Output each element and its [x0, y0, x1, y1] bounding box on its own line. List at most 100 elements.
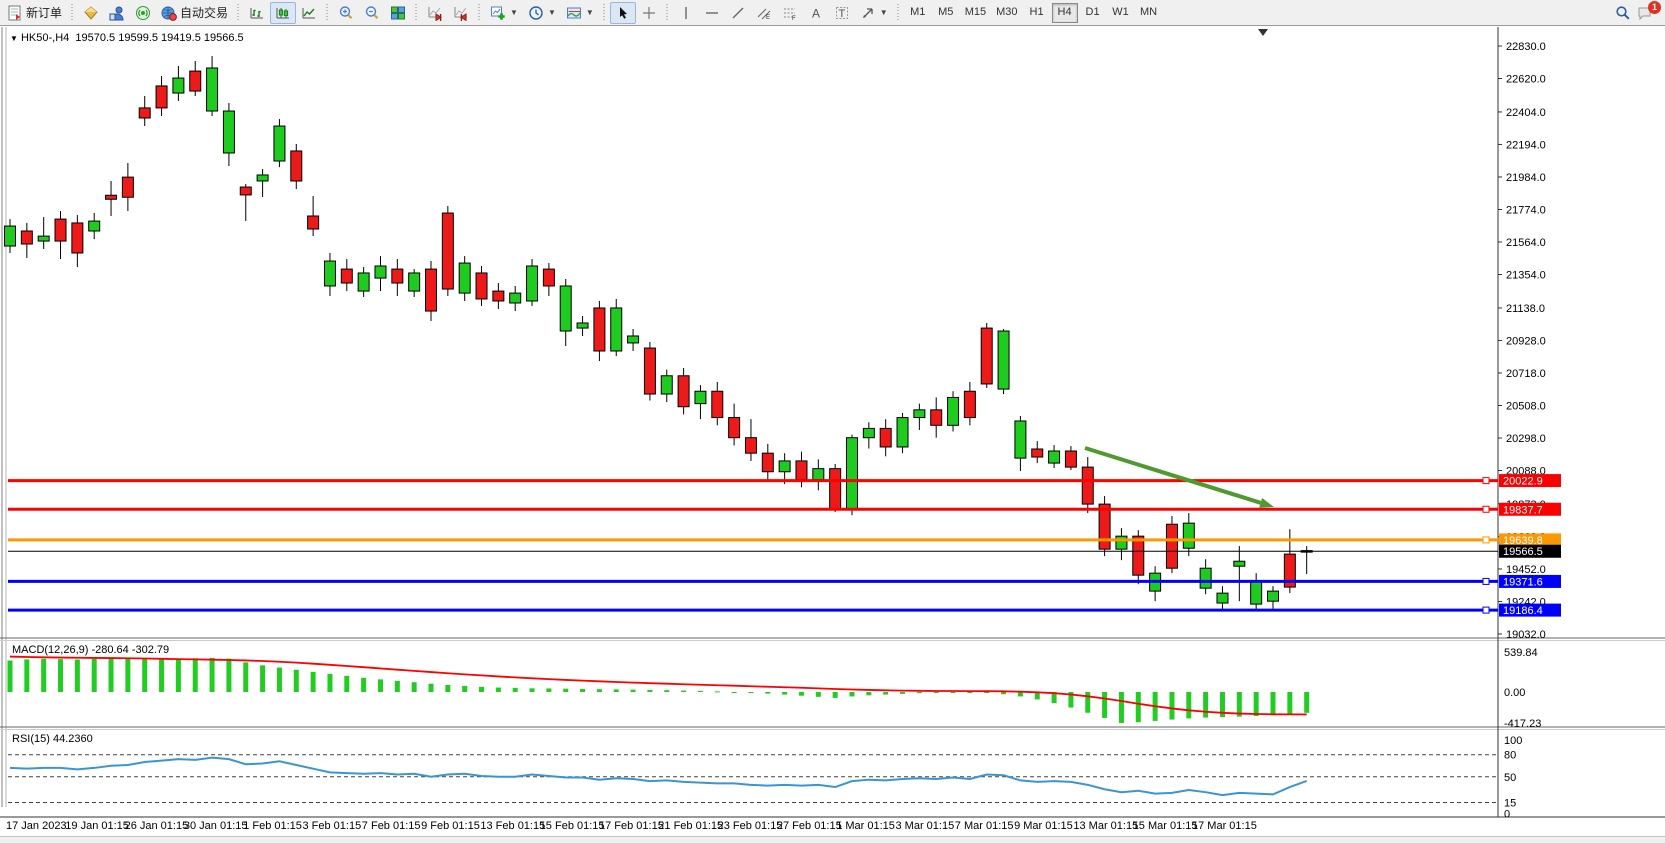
snapshot-button[interactable]: ▼ [561, 2, 599, 24]
candle-up[interactable] [37, 235, 50, 242]
time-axis-label[interactable]: 17 Mar 01:15 [1192, 820, 1257, 832]
candle-up[interactable] [323, 260, 336, 287]
candle-down[interactable] [54, 218, 67, 242]
candle-up[interactable] [660, 375, 673, 395]
macd-histogram-bar[interactable] [748, 692, 754, 693]
macd-histogram-bar[interactable] [1203, 692, 1209, 718]
candle-down[interactable] [677, 375, 690, 408]
macd-histogram-bar[interactable] [1236, 692, 1242, 717]
time-axis-label[interactable]: 3 Feb 01:15 [303, 820, 362, 832]
macd-histogram-bar[interactable] [933, 692, 939, 693]
candle-up[interactable] [273, 125, 286, 162]
candle-down[interactable] [930, 409, 943, 426]
vertical-line-tool-button[interactable] [673, 2, 699, 24]
candle-up[interactable] [778, 460, 791, 473]
label-tool-button[interactable]: T [829, 2, 855, 24]
macd-histogram-bar[interactable] [377, 679, 383, 692]
macd-histogram-bar[interactable] [900, 692, 906, 694]
macd-histogram-bar[interactable] [125, 658, 131, 692]
candle-up[interactable] [374, 265, 387, 279]
macd-histogram-bar[interactable] [310, 671, 316, 692]
template-button[interactable] [448, 2, 474, 24]
macd-histogram-bar[interactable] [563, 688, 569, 692]
macd-histogram-bar[interactable] [344, 675, 350, 692]
candle-up[interactable] [812, 468, 825, 480]
macd-histogram-bar[interactable] [74, 659, 80, 692]
channel-tool-button[interactable]: E [751, 2, 777, 24]
candle-down[interactable] [121, 176, 134, 198]
candle-down[interactable] [425, 268, 437, 312]
macd-histogram-bar[interactable] [479, 686, 485, 692]
tab-timeframe-M30[interactable]: M30 [996, 5, 1018, 18]
candle-down[interactable] [441, 212, 454, 290]
candle-down[interactable] [542, 268, 555, 287]
candle-up[interactable] [222, 110, 235, 154]
candle-up[interactable] [913, 409, 926, 419]
zoom-out-button[interactable] [359, 2, 385, 24]
macd-histogram-bar[interactable] [91, 658, 97, 692]
fibonacci-tool-button[interactable]: F [777, 2, 803, 24]
line-handle[interactable] [1482, 577, 1490, 585]
macd-histogram-bar[interactable] [1068, 692, 1074, 708]
macd-histogram-bar[interactable] [798, 692, 804, 696]
candle-down[interactable] [189, 70, 202, 92]
macd-histogram-bar[interactable] [394, 680, 400, 692]
candle-down[interactable] [71, 222, 84, 254]
auto-trading-button[interactable]: 自动交易 [156, 2, 233, 24]
candle-down[interactable] [1165, 523, 1178, 569]
macd-histogram-bar[interactable] [529, 688, 535, 692]
line-handle[interactable] [1482, 536, 1490, 544]
signals-button[interactable] [130, 2, 156, 24]
macd-histogram-bar[interactable] [411, 682, 417, 692]
macd-histogram-bar[interactable] [108, 658, 114, 692]
candle-up[interactable] [1115, 535, 1128, 550]
macd-histogram-bar[interactable] [445, 684, 451, 692]
time-axis-label[interactable]: 1 Feb 01:15 [243, 820, 302, 832]
time-axis-label[interactable]: 30 Jan 01:15 [184, 820, 248, 832]
candle-down[interactable] [239, 186, 252, 196]
candle-up[interactable] [408, 272, 421, 292]
data-window-button[interactable] [104, 2, 130, 24]
candle-up[interactable] [206, 67, 219, 112]
macd-histogram-bar[interactable] [815, 692, 821, 697]
macd-histogram-bar[interactable] [1085, 692, 1091, 713]
candle-up[interactable] [627, 335, 640, 344]
candle-up[interactable] [1048, 450, 1061, 464]
time-axis-label[interactable]: 26 Jan 01:15 [125, 820, 189, 832]
time-axis-label[interactable]: 9 Mar 01:15 [1014, 820, 1073, 832]
notifications-button[interactable]: 1 [1637, 0, 1661, 21]
candle-down[interactable] [155, 85, 168, 109]
time-axis-label[interactable]: 9 Feb 01:15 [421, 820, 480, 832]
line-chart-button[interactable] [296, 2, 322, 24]
shapes-tool-button[interactable]: ▼ [855, 2, 893, 24]
time-axis-label[interactable]: 19 Jan 01:15 [65, 820, 129, 832]
time-axis-label[interactable]: 1 Mar 01:15 [836, 820, 895, 832]
candle-down[interactable] [340, 268, 353, 284]
tab-timeframe-M5[interactable]: M5 [938, 5, 954, 18]
time-axis-label[interactable]: 13 Mar 01:15 [1073, 820, 1138, 832]
candle-up[interactable] [4, 225, 16, 247]
macd-histogram-bar[interactable] [1169, 692, 1175, 720]
candle-up[interactable] [509, 292, 522, 304]
candle-up[interactable] [1233, 560, 1246, 567]
macd-histogram-bar[interactable] [41, 658, 47, 692]
candle-down[interactable] [105, 194, 118, 200]
macd-histogram-bar[interactable] [714, 691, 720, 693]
macd-histogram-bar[interactable] [849, 692, 855, 697]
time-axis-label[interactable]: 15 Feb 01:15 [540, 820, 605, 832]
candle-up[interactable] [559, 285, 572, 332]
candle-up[interactable] [1216, 592, 1229, 604]
new-order-button[interactable]: 新订单 [2, 2, 67, 24]
text-tool-button[interactable]: A [803, 2, 829, 24]
macd-histogram-bar[interactable] [1270, 692, 1276, 716]
candle-down[interactable] [728, 417, 741, 439]
macd-histogram-bar[interactable] [613, 689, 619, 692]
macd-histogram-bar[interactable] [984, 692, 990, 693]
tab-timeframe-M15[interactable]: M15 [964, 5, 987, 18]
chart-dropdown-icon[interactable]: ▼ [10, 34, 18, 43]
candle-up[interactable] [576, 322, 589, 329]
tab-timeframe-M1[interactable]: M1 [910, 5, 926, 18]
macd-histogram-bar[interactable] [1304, 692, 1310, 713]
macd-histogram-bar[interactable] [630, 689, 636, 692]
macd-histogram-bar[interactable] [916, 692, 922, 694]
